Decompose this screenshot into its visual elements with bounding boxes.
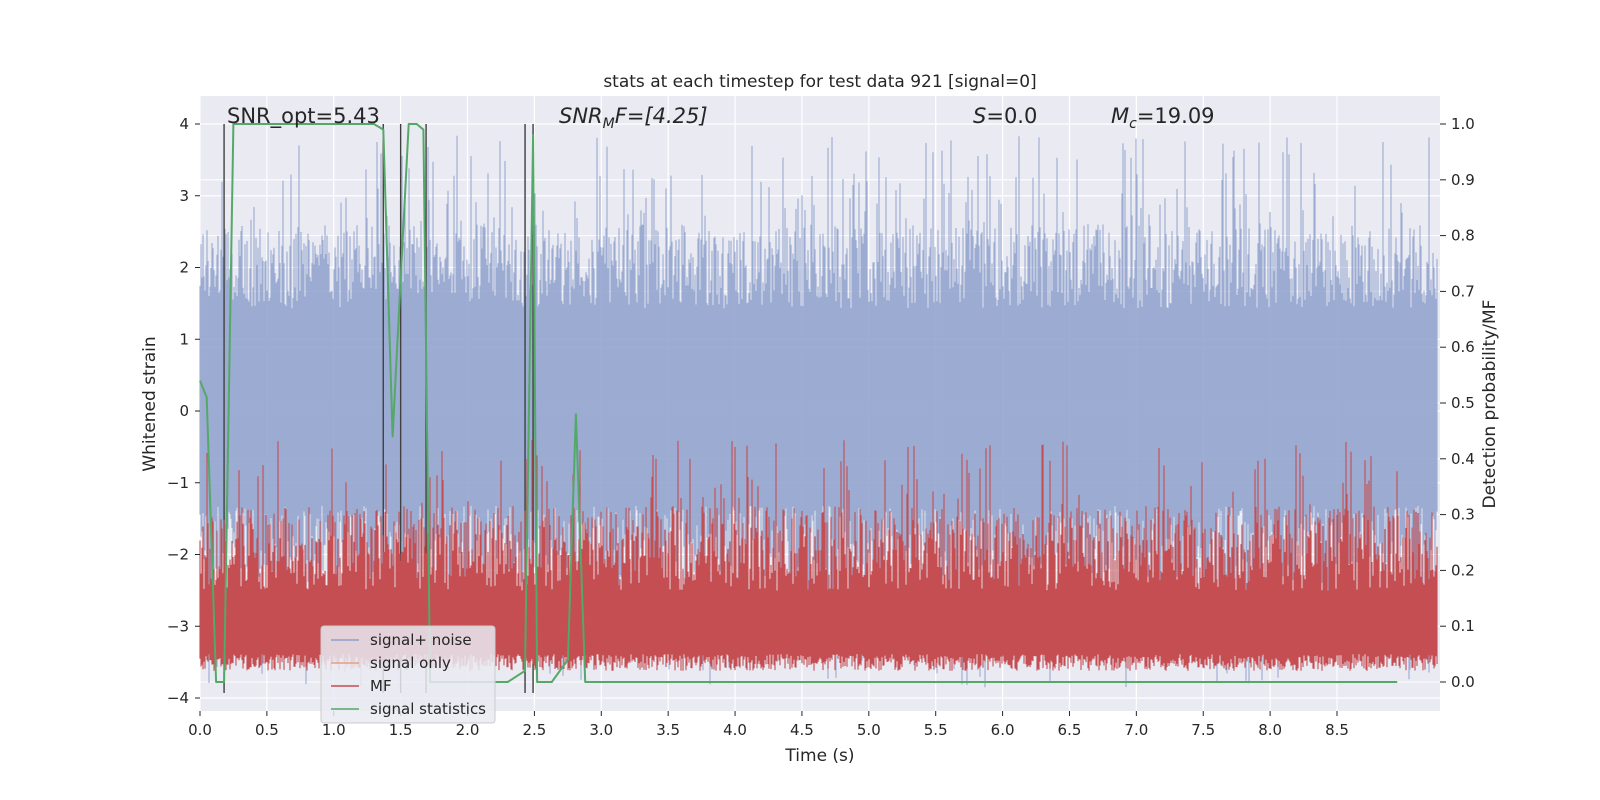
x-tick-label: 0.0 bbox=[188, 721, 212, 739]
x-tick-label: 1.0 bbox=[322, 721, 346, 739]
legend-label-noise: signal+ noise bbox=[370, 631, 472, 649]
y2-tick-label: 0.8 bbox=[1451, 227, 1475, 245]
annotation-snr-mf: SNRMF=[4.25] bbox=[559, 104, 708, 132]
y2-tick-label: 0.1 bbox=[1451, 617, 1475, 635]
x-tick-label: 0.5 bbox=[255, 721, 279, 739]
x-tick-label: 7.5 bbox=[1191, 721, 1215, 739]
series-signal-noise bbox=[199, 135, 1438, 688]
y2-axis-ticks: 0.0 0.1 0.2 0.3 0.4 0.5 0.6 0.7 0.8 0.9 1.0 bbox=[1440, 115, 1475, 691]
mc-rest: =19.09 bbox=[1137, 104, 1215, 128]
legend-label-signal-only: signal only bbox=[370, 654, 451, 672]
y-tick-label: −1 bbox=[167, 474, 189, 492]
y2-tick-label: 0.3 bbox=[1451, 506, 1475, 524]
x-tick-label: 6.0 bbox=[991, 721, 1015, 739]
x-tick-label: 2.5 bbox=[522, 721, 546, 739]
y2-tick-label: 0.5 bbox=[1451, 394, 1475, 412]
mc-base: M bbox=[1111, 104, 1129, 128]
mf-trace bbox=[199, 440, 1438, 671]
annotation-snr-opt: SNR_opt=5.43 bbox=[227, 104, 380, 129]
legend-label-mf: MF bbox=[370, 677, 392, 695]
legend-label-statistics: signal statistics bbox=[370, 700, 486, 718]
x-tick-label: 8.5 bbox=[1325, 721, 1349, 739]
legend-box bbox=[320, 625, 496, 724]
y-axis-label: Whitened strain bbox=[140, 336, 160, 471]
y2-tick-label: 0.7 bbox=[1451, 282, 1475, 300]
x-axis-ticks: 0.0 0.5 1.0 1.5 2.0 2.5 3.0 3.5 4.0 4.5 5.0 5.5 6.0 6… bbox=[188, 711, 1349, 739]
legend: signal+ noise signal only MF signal stat… bbox=[320, 625, 496, 724]
y-tick-label: 0 bbox=[179, 402, 189, 420]
snr-mf-sub: M bbox=[603, 116, 615, 132]
annotation-s: S=0.0 bbox=[973, 104, 1037, 128]
series-mf bbox=[199, 440, 1438, 671]
x-tick-label: 5.0 bbox=[857, 721, 881, 739]
x-axis-label: Time (s) bbox=[784, 746, 854, 766]
x-tick-label: 7.0 bbox=[1124, 721, 1148, 739]
y-tick-label: 4 bbox=[179, 115, 189, 133]
y-tick-label: −2 bbox=[167, 546, 189, 564]
x-tick-label: 4.0 bbox=[723, 721, 747, 739]
chart-title: stats at each timestep for test data 921… bbox=[603, 72, 1036, 92]
y2-tick-label: 0.6 bbox=[1451, 338, 1475, 356]
y-tick-label: −3 bbox=[167, 617, 189, 635]
y2-tick-label: 0.4 bbox=[1451, 450, 1475, 468]
x-tick-label: 4.5 bbox=[790, 721, 814, 739]
x-tick-label: 3.0 bbox=[589, 721, 613, 739]
x-tick-label: 1.5 bbox=[389, 721, 413, 739]
mc-sub: c bbox=[1129, 116, 1137, 132]
y-tick-label: −4 bbox=[167, 689, 189, 707]
snr-mf-rest: F=[4.25] bbox=[615, 104, 708, 128]
s-var: S bbox=[973, 104, 986, 128]
x-tick-label: 6.5 bbox=[1058, 721, 1082, 739]
y-axis-ticks: −4 −3 −2 −1 0 1 2 3 4 bbox=[167, 115, 200, 707]
y-tick-label: 1 bbox=[179, 330, 189, 348]
y2-axis-label: Detection probability/MF bbox=[1480, 300, 1500, 509]
s-rest: =0.0 bbox=[986, 104, 1037, 128]
y2-tick-label: 0.0 bbox=[1451, 673, 1475, 691]
x-tick-label: 3.5 bbox=[656, 721, 680, 739]
noise-trace bbox=[199, 135, 1438, 688]
annotation-mc: Mc=19.09 bbox=[1111, 104, 1215, 132]
x-tick-label: 2.0 bbox=[456, 721, 480, 739]
x-tick-label: 8.0 bbox=[1258, 721, 1282, 739]
snr-mf-base: SNR bbox=[559, 104, 603, 128]
y-tick-label: 2 bbox=[179, 259, 189, 277]
y2-tick-label: 0.9 bbox=[1451, 171, 1475, 189]
y2-tick-label: 1.0 bbox=[1451, 115, 1475, 133]
y2-tick-label: 0.2 bbox=[1451, 561, 1475, 579]
x-tick-label: 5.5 bbox=[924, 721, 948, 739]
y-tick-label: 3 bbox=[179, 187, 189, 205]
